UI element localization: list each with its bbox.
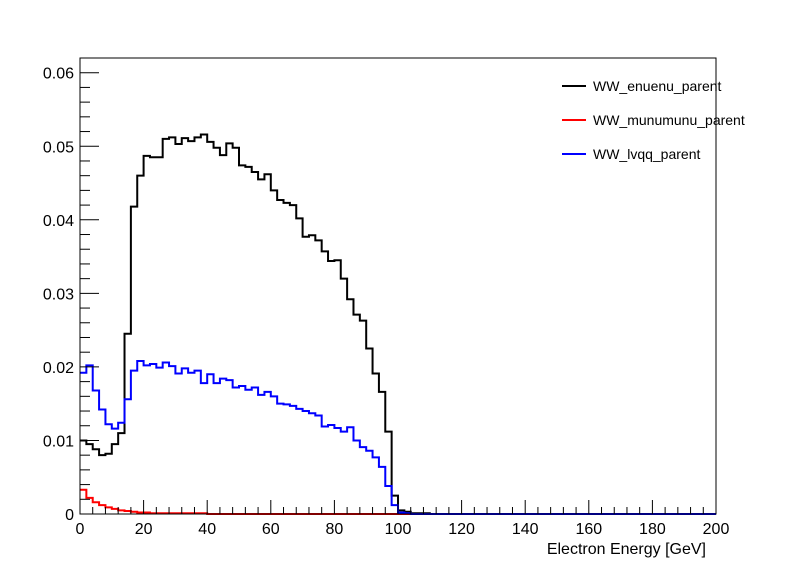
- x-tick-label: 40: [198, 521, 216, 538]
- y-tick-label: 0.04: [43, 213, 74, 230]
- x-tick-label: 200: [703, 521, 730, 538]
- x-tick-label: 180: [639, 521, 666, 538]
- x-tick-label: 20: [135, 521, 153, 538]
- x-tick-label: 120: [448, 521, 475, 538]
- y-tick-label: 0.05: [43, 139, 74, 156]
- y-tick-label: 0.02: [43, 360, 74, 377]
- x-tick-label: 0: [76, 521, 85, 538]
- y-tick-label: 0.01: [43, 433, 74, 450]
- x-tick-label: 100: [385, 521, 412, 538]
- legend-label: WW_lvqq_parent: [593, 146, 700, 162]
- y-tick-label: 0.03: [43, 286, 74, 303]
- legend-label: WW_munumunu_parent: [593, 112, 745, 128]
- x-tick-label: 140: [512, 521, 539, 538]
- x-tick-label: 60: [262, 521, 280, 538]
- legend: WW_enuenu_parent WW_munumunu_parent WW_lvq…: [562, 78, 745, 162]
- x-axis-title: Electron Energy [GeV]: [547, 541, 706, 558]
- x-axis: 0 20 40 60 80 100 120 140 160 180 200: [76, 500, 730, 538]
- x-tick-label: 80: [326, 521, 344, 538]
- legend-label: WW_enuenu_parent: [593, 78, 722, 94]
- y-tick-label: 0.06: [43, 66, 74, 83]
- y-tick-label: 0: [65, 507, 74, 524]
- y-axis: 0 0.01 0.02 0.03 0.04 0.05 0.06: [43, 57, 99, 524]
- x-tick-label: 160: [575, 521, 602, 538]
